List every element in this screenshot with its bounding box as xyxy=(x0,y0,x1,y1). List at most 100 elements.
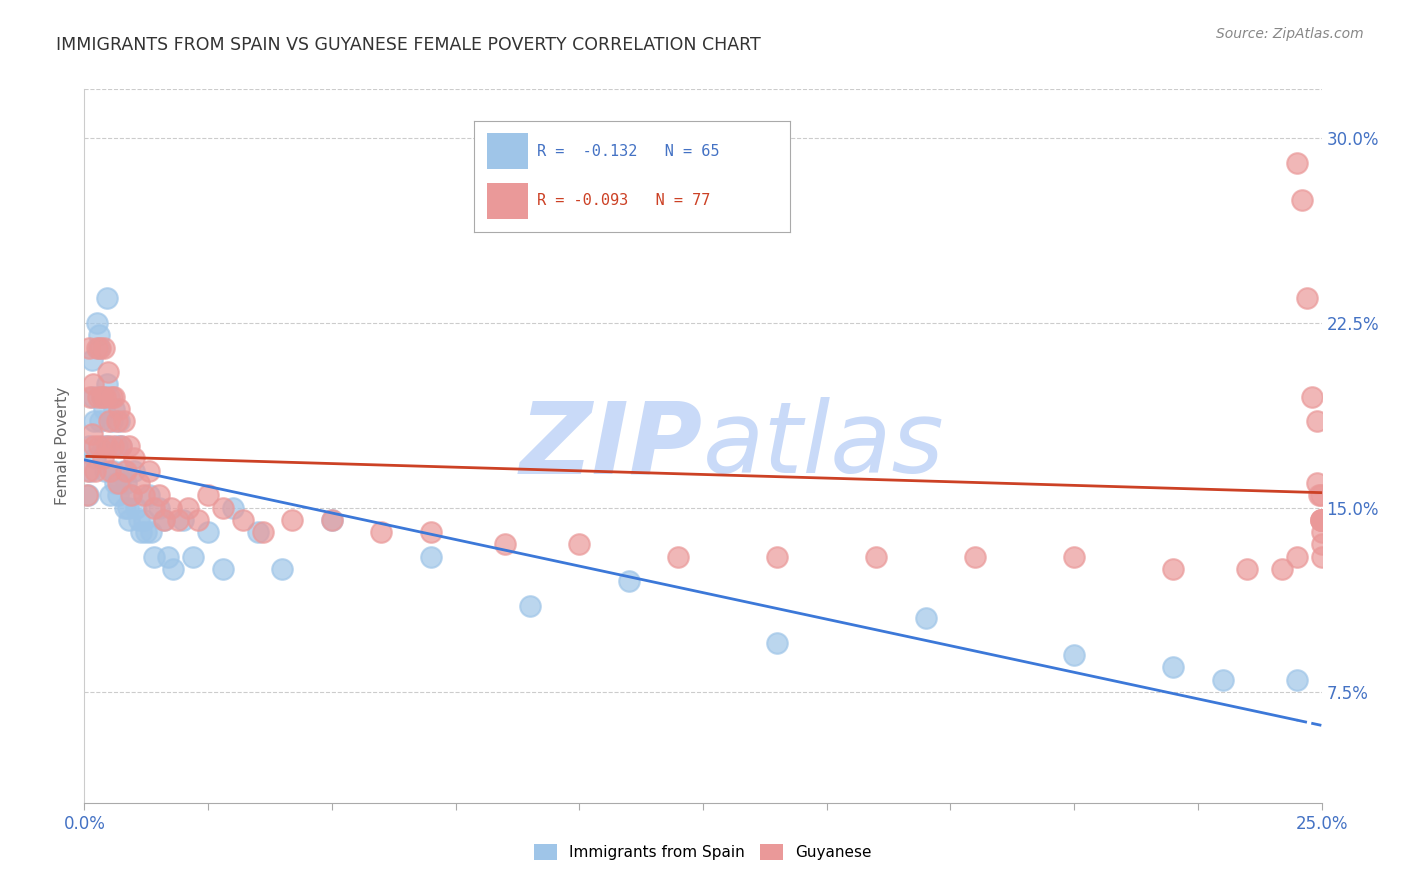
Point xyxy=(197,525,219,540)
Point xyxy=(494,537,516,551)
Point xyxy=(96,291,118,305)
Point xyxy=(177,500,200,515)
Point xyxy=(321,513,343,527)
Point xyxy=(1301,390,1323,404)
Point xyxy=(100,414,122,428)
Point xyxy=(1271,562,1294,576)
Text: Source: ZipAtlas.com: Source: ZipAtlas.com xyxy=(1216,27,1364,41)
Point xyxy=(98,414,121,428)
Point xyxy=(1161,562,1184,576)
Point xyxy=(82,390,104,404)
Point xyxy=(90,390,112,404)
Point xyxy=(281,513,304,527)
Point xyxy=(101,464,124,478)
Point xyxy=(114,500,136,515)
Point xyxy=(138,464,160,478)
Point xyxy=(110,439,132,453)
Point xyxy=(84,464,107,478)
Point xyxy=(93,402,115,417)
Point xyxy=(117,500,139,515)
Point xyxy=(965,549,987,564)
Point xyxy=(172,513,194,527)
Point xyxy=(197,488,219,502)
Point xyxy=(128,513,150,527)
Point xyxy=(1310,513,1333,527)
Point xyxy=(80,426,103,441)
Point xyxy=(89,341,111,355)
Point xyxy=(118,513,141,527)
Point xyxy=(142,500,165,515)
Point xyxy=(122,464,145,478)
Point xyxy=(1310,537,1333,551)
Point xyxy=(89,414,111,428)
Point xyxy=(181,549,204,564)
Point xyxy=(157,549,180,564)
Point xyxy=(110,439,132,453)
Point xyxy=(82,377,104,392)
Point xyxy=(1063,648,1085,662)
Point xyxy=(1305,475,1327,490)
Point xyxy=(1063,549,1085,564)
Point xyxy=(96,439,118,453)
Point xyxy=(107,488,129,502)
Point xyxy=(1285,549,1308,564)
Point xyxy=(1285,156,1308,170)
Point xyxy=(148,500,170,515)
Point xyxy=(419,549,441,564)
Point xyxy=(84,451,107,466)
Point xyxy=(122,451,145,466)
Point xyxy=(246,525,269,540)
Point xyxy=(212,562,235,576)
Point xyxy=(103,402,125,417)
Point xyxy=(148,488,170,502)
Point xyxy=(107,475,129,490)
Point xyxy=(142,549,165,564)
Point xyxy=(115,464,138,478)
Point xyxy=(94,390,117,404)
Point xyxy=(115,475,138,490)
Point xyxy=(138,488,160,502)
Point xyxy=(1305,414,1327,428)
Point xyxy=(152,513,174,527)
Point xyxy=(370,525,392,540)
Point xyxy=(271,562,294,576)
Point xyxy=(568,537,591,551)
Point xyxy=(79,439,101,453)
Point xyxy=(1309,513,1331,527)
Point xyxy=(125,500,148,515)
Point xyxy=(79,341,101,355)
Point xyxy=(79,390,101,404)
Point xyxy=(93,341,115,355)
Point xyxy=(222,500,245,515)
Point xyxy=(914,611,936,625)
Point xyxy=(86,316,108,330)
Point xyxy=(1291,193,1313,207)
Point xyxy=(160,500,183,515)
Point xyxy=(1310,513,1333,527)
Point xyxy=(187,513,209,527)
Legend: Immigrants from Spain, Guyanese: Immigrants from Spain, Guyanese xyxy=(529,838,877,866)
Point xyxy=(90,390,112,404)
Point xyxy=(98,390,121,404)
Text: atlas: atlas xyxy=(703,398,945,494)
Point xyxy=(1285,673,1308,687)
Point xyxy=(252,525,274,540)
Text: IMMIGRANTS FROM SPAIN VS GUYANESE FEMALE POVERTY CORRELATION CHART: IMMIGRANTS FROM SPAIN VS GUYANESE FEMALE… xyxy=(56,36,761,54)
Point xyxy=(97,365,120,379)
Point xyxy=(86,341,108,355)
Point xyxy=(766,549,789,564)
Point xyxy=(100,390,122,404)
Point xyxy=(83,414,105,428)
Point xyxy=(83,439,105,453)
Point xyxy=(77,488,100,502)
Point xyxy=(132,488,155,502)
Point xyxy=(105,414,128,428)
Y-axis label: Female Poverty: Female Poverty xyxy=(55,387,70,505)
Point xyxy=(162,562,184,576)
Point xyxy=(89,439,111,453)
Point xyxy=(1161,660,1184,674)
Point xyxy=(89,341,111,355)
Point xyxy=(120,488,142,502)
Point xyxy=(76,488,98,502)
Point xyxy=(87,390,110,404)
